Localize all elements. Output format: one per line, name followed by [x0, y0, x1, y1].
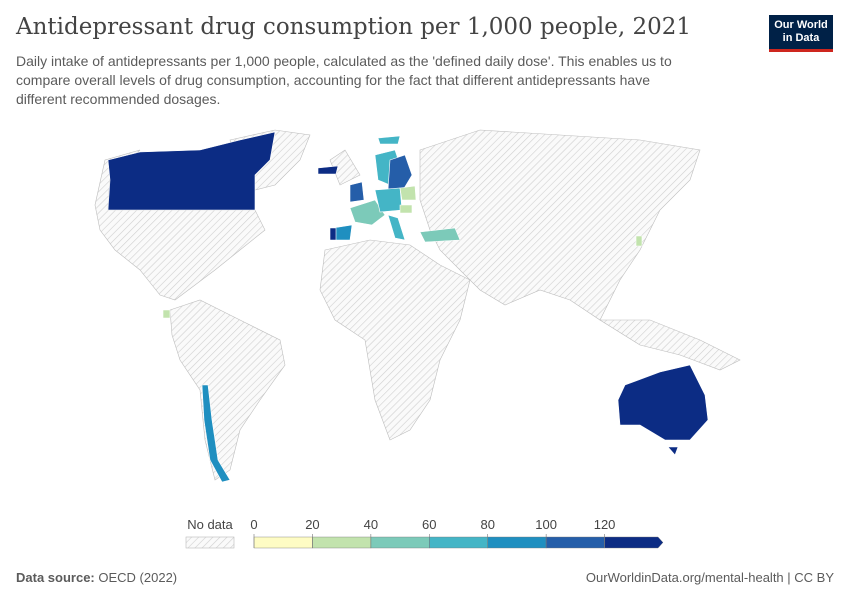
- country: [107, 131, 276, 211]
- chart-title: Antidepressant drug consumption per 1,00…: [16, 14, 692, 40]
- footer-link[interactable]: OurWorldinData.org/mental-health | CC BY: [585, 570, 834, 585]
- country: [349, 181, 365, 203]
- legend-tick-label: 40: [364, 517, 378, 532]
- legend-bin: [429, 536, 488, 549]
- source-label: Data source:: [16, 570, 95, 585]
- country: [667, 446, 679, 456]
- country: [635, 235, 643, 247]
- country: [349, 199, 386, 226]
- legend-bin: [312, 536, 372, 549]
- country: [617, 364, 709, 441]
- legend-bin: [487, 536, 547, 549]
- country-shapes: [107, 131, 709, 483]
- country: [374, 187, 403, 213]
- map: No data 0 20 40 60 80 100 120: [94, 129, 741, 549]
- legend-label: No data: [187, 517, 233, 532]
- legend-tick-label: 60: [422, 517, 436, 532]
- country: [387, 154, 413, 196]
- no-data-land: [94, 129, 741, 481]
- legend-tick-label: 20: [305, 517, 319, 532]
- source: OECD (2022): [98, 570, 178, 585]
- country: [377, 135, 401, 145]
- country: [162, 309, 171, 319]
- country: [201, 384, 231, 483]
- legend-bin: [370, 536, 430, 549]
- no-data-swatch: [185, 536, 235, 549]
- logo[interactable]: Our World in Data: [769, 15, 833, 52]
- chart-subtitle: Daily intake of antidepressants per 1,00…: [16, 53, 672, 107]
- footer-source: Data source: OECD (2022): [16, 570, 177, 585]
- country: [317, 165, 339, 175]
- logo-line: Our World: [774, 19, 828, 31]
- legend-tick-label: 0: [250, 517, 257, 532]
- legend-tick-label: 80: [480, 517, 494, 532]
- logo-line: in Data: [782, 32, 820, 44]
- legend-tick-label: 100: [535, 517, 557, 532]
- legend-bin: [604, 536, 664, 549]
- country: [329, 227, 337, 241]
- legend: No data 0 20 40 60 80 100 120: [185, 517, 664, 549]
- country: [399, 204, 413, 214]
- country: [399, 185, 417, 201]
- country: [387, 214, 406, 241]
- country: [419, 227, 461, 243]
- legend-bin: [253, 536, 313, 549]
- legend-tick-label: 120: [594, 517, 616, 532]
- legend-bin: [545, 536, 605, 549]
